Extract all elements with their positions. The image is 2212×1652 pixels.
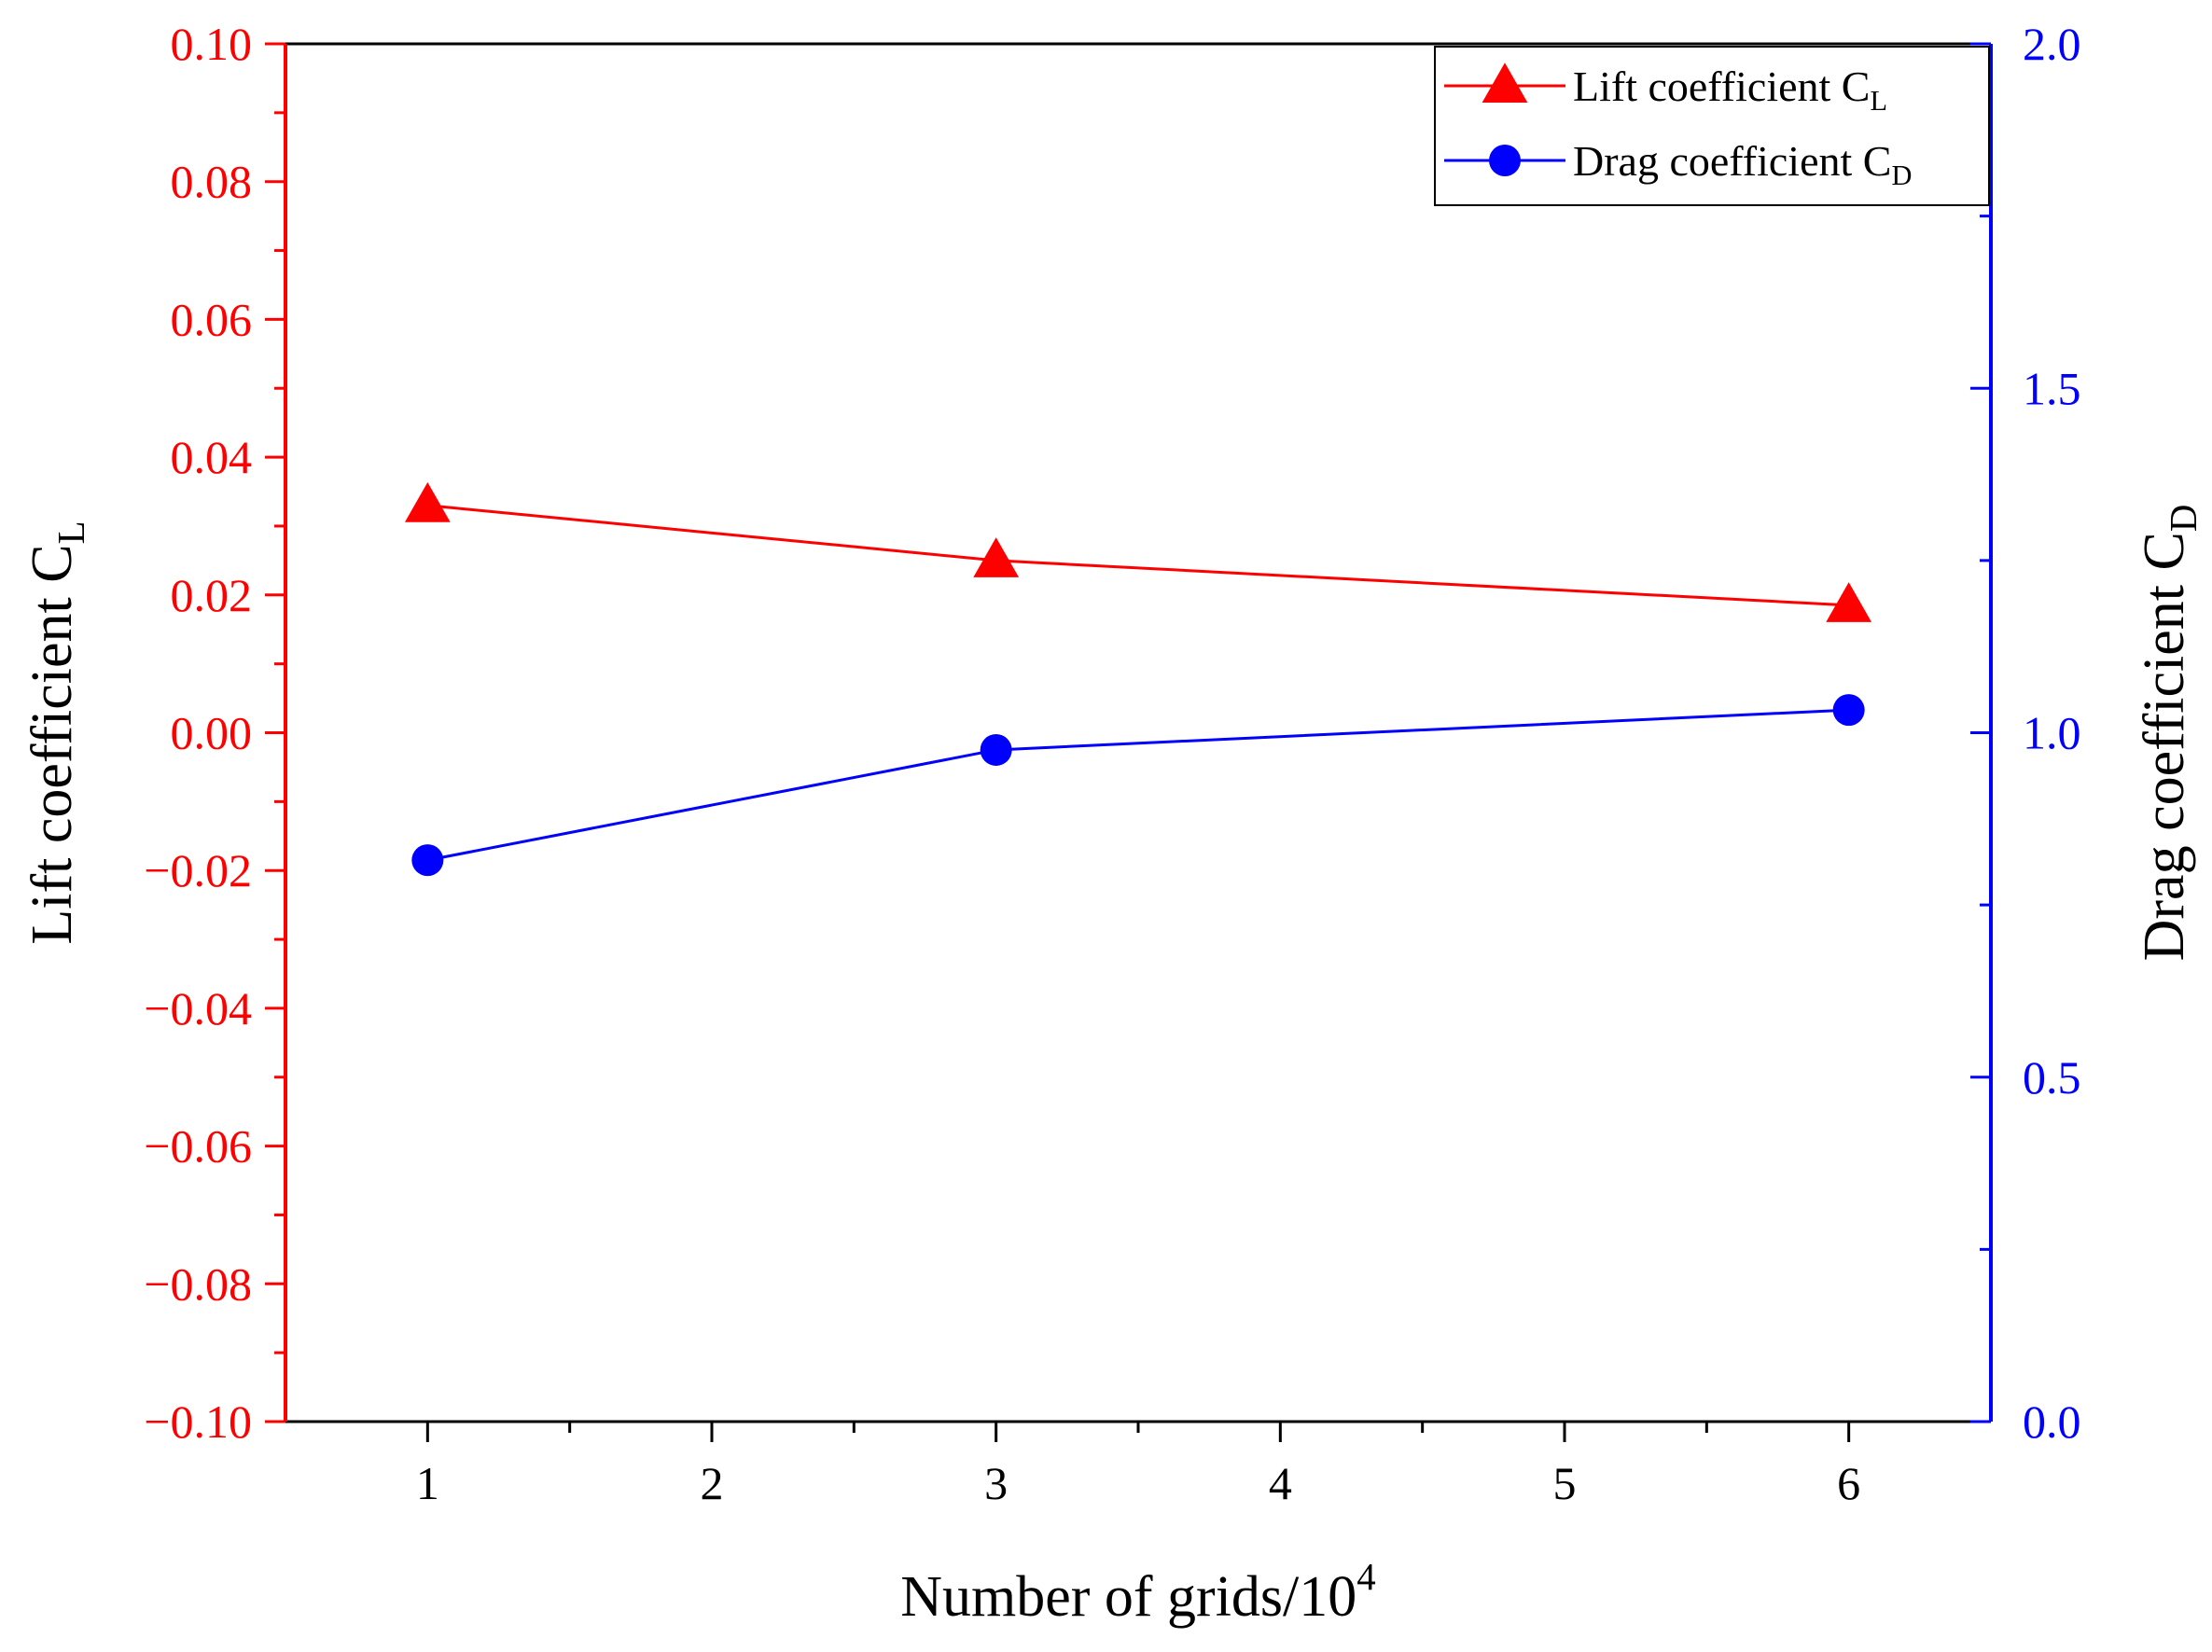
y-axis-left: −0.10 −0.08 −0.06 −0.04 −0.02 0.00 0.02 0.04 0.0… — [144, 18, 285, 1448]
y-left-tick-label: 0.00 — [171, 707, 253, 759]
series-layer — [404, 482, 1872, 877]
y-left-tick-label: 0.04 — [171, 431, 253, 483]
x-tick-label: 1 — [416, 1457, 439, 1509]
x-tick-label: 3 — [984, 1457, 1008, 1509]
drag-data-point — [411, 844, 444, 877]
legend-marker-drag — [1489, 145, 1521, 176]
y-right-tick-label: 0.0 — [2023, 1395, 2081, 1448]
y-left-tick-label: 0.06 — [171, 293, 253, 345]
plot-frame — [284, 42, 1993, 1423]
x-axis-title: Number of grids/104 — [900, 1556, 1376, 1629]
x-axis-title-superscript: 4 — [1356, 1556, 1375, 1598]
y-left-tick-label: 0.08 — [171, 156, 253, 208]
y-left-tick-label: −0.10 — [144, 1395, 252, 1448]
y-left-axis-title-subscript: L — [50, 521, 92, 544]
y-left-axis-title: Lift coefficient CL — [21, 521, 92, 944]
y-left-tick-label: −0.02 — [144, 844, 252, 896]
y-left-tick-label: −0.08 — [144, 1257, 252, 1310]
legend-label-drag: Drag coefficient CD — [1573, 137, 1912, 191]
legend-box — [1434, 46, 1990, 206]
legend-marker-lift — [1482, 62, 1528, 103]
x-axis: 1 2 3 4 5 6 — [416, 1422, 1860, 1509]
lift-data-point — [404, 482, 451, 522]
x-tick-label: 4 — [1269, 1457, 1292, 1509]
y-left-tick-label: 0.10 — [171, 18, 253, 70]
axis-titles: Number of grids/104 Lift coefficient CL Dr… — [21, 505, 2205, 1629]
y-right-tick-label: 0.5 — [2023, 1051, 2081, 1104]
lift-data-point — [973, 537, 1020, 577]
legend-label-lift: Lift coefficient CL — [1573, 62, 1887, 117]
lift-series-line — [427, 504, 1849, 607]
x-tick-label: 5 — [1553, 1457, 1577, 1509]
y-axis-right: 0.0 0.5 1.0 1.5 2.0 — [1970, 18, 2081, 1448]
y-left-tick-label: −0.06 — [144, 1120, 252, 1173]
drag-series-line — [427, 708, 1849, 862]
y-right-tick-label: 2.0 — [2023, 18, 2081, 70]
drag-data-point — [980, 733, 1012, 766]
y-right-tick-label: 1.0 — [2023, 707, 2081, 759]
legend-label-subscript: L — [1870, 85, 1887, 117]
y-right-axis-title-subscript: D — [2163, 505, 2205, 533]
y-left-tick-label: −0.04 — [144, 982, 252, 1034]
y-left-tick-label: 0.02 — [171, 569, 253, 621]
x-tick-label: 2 — [701, 1457, 724, 1509]
legend-label-subscript: D — [1891, 160, 1912, 191]
y-right-tick-label: 1.5 — [2023, 362, 2081, 414]
legend: Lift coefficient CL Drag coefficient CD — [1434, 46, 1990, 206]
x-tick-label: 6 — [1837, 1457, 1860, 1509]
lift-data-point — [1826, 582, 1872, 622]
drag-data-point — [1832, 694, 1865, 727]
y-right-axis-title: Drag coefficient CD — [2133, 505, 2205, 962]
